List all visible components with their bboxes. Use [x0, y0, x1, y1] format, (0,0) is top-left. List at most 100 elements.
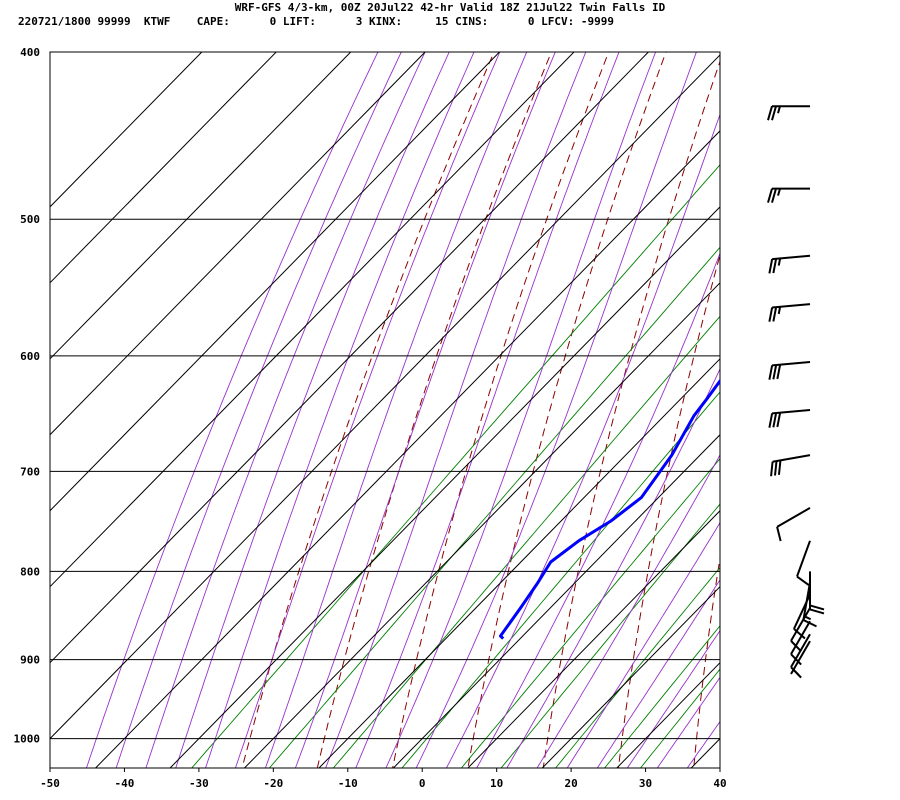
wind-barb-shaft — [793, 594, 811, 630]
wind-barb-half-feather — [777, 306, 782, 315]
wind-barb — [767, 187, 810, 203]
saturated-adiabat — [175, 52, 450, 768]
wind-barb-shaft — [772, 254, 811, 261]
saturated-adiabat — [115, 52, 402, 768]
isotherm — [318, 358, 720, 768]
wind-barb-shaft — [776, 507, 811, 528]
x-tick-label: -50 — [40, 777, 60, 790]
profiles — [499, 378, 720, 640]
y-tick-label: 500 — [20, 213, 40, 226]
wind-barb-feather — [774, 460, 778, 476]
x-tick-label: 40 — [713, 777, 726, 790]
mixing-ratio-line — [604, 625, 720, 768]
wind-barb-feather — [767, 105, 773, 121]
wind-barb-half-feather — [777, 258, 782, 266]
isotherm — [616, 661, 720, 768]
wind-barb-shaft — [772, 361, 811, 367]
saturated-adiabat — [264, 52, 528, 768]
saturated-adiabat — [596, 579, 720, 768]
saturated-adiabat — [145, 52, 426, 768]
wind-barb-shaft — [790, 620, 811, 655]
wind-barb-shaft — [772, 303, 811, 309]
saturated-adiabat — [536, 454, 720, 768]
wind-barb-feather — [809, 604, 825, 611]
wind-barb-feather — [776, 412, 782, 428]
dry-adiabat — [617, 253, 720, 768]
wind-barb — [809, 571, 825, 615]
wind-barb — [768, 303, 811, 322]
dry-adiabat — [768, 33, 900, 782]
dry-adiabat — [316, 52, 552, 768]
y-tick-label: 900 — [20, 654, 40, 667]
wind-barb-feather — [772, 258, 778, 274]
isotherm — [95, 130, 720, 768]
wind-barb-feather — [768, 307, 774, 322]
dry-adiabat — [542, 60, 720, 768]
x-tick-label: 0 — [419, 777, 426, 790]
wind-barb-feather — [770, 461, 774, 477]
wind-barb-half-feather — [777, 188, 781, 196]
dry-adiabat — [693, 554, 720, 768]
isotherm — [50, 52, 277, 284]
x-tick-label: -20 — [263, 777, 283, 790]
wind-barb-feather — [768, 258, 774, 274]
wind-barb-feather — [793, 628, 806, 640]
wind-barb-shaft — [790, 607, 811, 642]
grid — [49, 51, 721, 769]
wind-barb — [770, 454, 811, 477]
wind-barb-shaft — [796, 540, 811, 577]
wind-barb-shaft — [772, 409, 811, 415]
saturated-adiabat — [415, 52, 697, 768]
wind-barb — [768, 409, 811, 428]
isotherm — [50, 52, 352, 360]
dry-adiabat — [467, 52, 667, 768]
saturated-adiabat — [234, 52, 501, 768]
saturated-adiabat — [355, 52, 620, 768]
saturated-adiabat — [445, 113, 720, 768]
y-tick-label: 600 — [20, 350, 40, 363]
y-tick-label: 800 — [20, 565, 40, 578]
wind-barbs — [767, 105, 825, 679]
chart-title: WRF-GFS 4/3-km, 00Z 20Jul22 42-hr Valid … — [234, 1, 666, 14]
saturated-adiabat — [626, 629, 720, 768]
mixing-ratio-line — [401, 391, 720, 768]
x-tick-label: 10 — [490, 777, 503, 790]
background-lines — [50, 33, 900, 782]
isotherm — [50, 52, 649, 664]
saturated-adiabat — [85, 52, 379, 768]
saturated-adiabat — [325, 52, 587, 768]
isotherm — [169, 206, 720, 768]
wind-barb-feather — [777, 460, 782, 475]
wind-barb — [790, 640, 811, 676]
y-tick-label: 1000 — [14, 733, 41, 746]
dewpoint-profile — [499, 378, 720, 640]
isotherm — [541, 585, 720, 768]
wind-barb — [793, 594, 811, 640]
isotherm — [50, 52, 203, 208]
wind-barb-feather — [796, 575, 810, 586]
wind-barb — [796, 540, 811, 586]
wind-barb-shaft — [772, 454, 811, 463]
wind-barb-half-feather — [792, 668, 800, 676]
wind-barb — [768, 361, 811, 380]
wind-barb-feather — [768, 413, 774, 428]
isotherm — [393, 434, 720, 768]
wind-barb — [768, 254, 811, 274]
x-tick-label: -40 — [115, 777, 135, 790]
mixing-ratio-line — [555, 566, 720, 768]
wind-barb — [776, 507, 811, 542]
wind-barb-feather — [772, 364, 778, 380]
mixing-ratio-line — [332, 315, 720, 768]
isotherm — [50, 52, 500, 512]
isotherm — [50, 52, 426, 436]
wind-barb-feather — [772, 306, 778, 322]
chart-subtitle: 220721/1800 99999 KTWF CAPE: 0 LIFT: 3 K… — [18, 15, 615, 28]
saturated-adiabat — [205, 52, 475, 768]
x-tick-label: -10 — [338, 777, 358, 790]
plot-frame — [49, 51, 721, 769]
x-tick-label: 20 — [564, 777, 577, 790]
dry-adiabat — [241, 52, 495, 768]
wind-barb-feather — [771, 105, 777, 121]
saturated-adiabat — [506, 367, 720, 768]
